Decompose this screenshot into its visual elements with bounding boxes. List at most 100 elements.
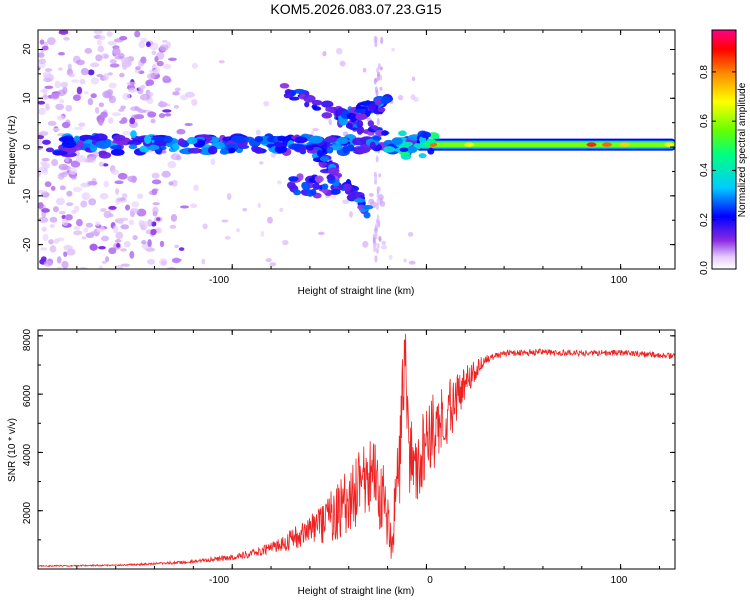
spectral-scatter-blob: [161, 39, 168, 43]
spectral-vertical-streak: [379, 74, 383, 81]
spectral-scatter-blob: [193, 184, 199, 192]
spectral-vertical-streak: [375, 155, 379, 163]
carrier-onset-blob: [399, 150, 411, 156]
ytick-label-top-3: -10: [22, 188, 33, 203]
spectral-branch-blob-0: [284, 89, 293, 95]
spectral-scatter-blob: [41, 208, 50, 213]
spectral-scatter-blob: [259, 161, 264, 165]
spectral-scatter-blob: [131, 175, 137, 184]
spectral-vertical-streak: [376, 192, 380, 198]
spectral-scatter-blob: [75, 154, 86, 163]
carrier-onset-blob: [383, 146, 396, 153]
ytick-label-top-4: -20: [22, 237, 33, 252]
spectral-scatter-blob: [71, 79, 80, 83]
spectral-scatter-blob: [73, 205, 80, 213]
spectral-scatter-blob: [162, 63, 172, 70]
spectral-scatter-blob: [108, 247, 117, 255]
spectral-scatter-blob: [120, 248, 127, 252]
spectral-scatter-blob: [88, 198, 97, 206]
spectral-scatter-blob: [147, 239, 152, 248]
spectral-scatter-blob: [100, 111, 108, 119]
spectral-band-blob: [254, 146, 264, 154]
spectral-scatter-blob: [98, 35, 106, 41]
spectral-branch-blob-0: [311, 104, 318, 110]
spectral-vertical-streak: [376, 117, 380, 126]
carrier-onset-blob: [426, 138, 436, 144]
spectral-branch-blob-0: [285, 93, 292, 99]
spectral-scatter-blob: [265, 258, 272, 263]
spectral-band-blob: [172, 144, 180, 151]
spectral-scatter-blob: [115, 187, 120, 195]
spectral-scatter-blob: [114, 264, 123, 269]
spectral-scatter-blob: [98, 161, 104, 167]
spectral-scatter-blob: [137, 109, 147, 114]
spectral-scatter-blob: [167, 160, 177, 169]
spectral-scatter-blob: [276, 180, 282, 185]
spectral-scatter-blob: [391, 47, 395, 52]
spectral-scatter-blob: [131, 201, 140, 208]
spectral-branch-blob-0: [367, 131, 375, 136]
spectral-branch-blob-2: [355, 113, 367, 121]
spectral-band-blob: [112, 134, 126, 142]
spectral-scatter-blob: [235, 228, 240, 233]
spectral-scatter-blob: [224, 236, 231, 240]
spectral-scatter-blob: [40, 89, 48, 93]
spectral-band-blob: [369, 141, 376, 150]
spectral-scatter-blob: [141, 240, 147, 245]
spectral-scatter-blob: [147, 219, 153, 227]
xlabel-top: Height of straight line (km): [298, 286, 415, 297]
spectral-scatter-blob: [408, 260, 416, 265]
spectral-scatter-blob: [154, 227, 163, 234]
colorbar: 0.0 0.2 0.4 0.6 0.8 Normalized spectral …: [699, 29, 748, 275]
spectral-scatter-blob: [50, 185, 56, 191]
ytick-label-bottom-0: 2000: [22, 501, 33, 524]
spectral-scatter-blob: [39, 39, 45, 45]
spectral-vertical-streak: [374, 223, 378, 229]
spectral-scatter-blob: [43, 260, 53, 267]
spectral-scatter-blob: [255, 129, 261, 136]
spectral-band-blob: [110, 145, 123, 150]
spectral-scatter-blob: [49, 216, 58, 223]
spectral-scatter-blob: [173, 104, 179, 109]
spectral-scatter-blob: [55, 103, 65, 111]
spectral-scatter-blob: [191, 62, 198, 69]
ylabel-top: Frequency (Hz): [7, 116, 18, 185]
spectral-scatter-blob: [61, 121, 71, 129]
spectral-band-blob: [294, 136, 308, 144]
spectral-vertical-streak: [374, 255, 378, 263]
spectral-scatter-blob: [368, 193, 374, 197]
axis-ticks-bottom: [37, 330, 675, 570]
chart-title: KOM5.2026.083.07.23.G15: [270, 1, 441, 17]
spectral-scatter-blob: [242, 207, 248, 212]
spectral-vertical-streak: [374, 232, 378, 240]
spectral-scatter-blob: [88, 181, 98, 186]
spectral-branch-blob-0: [356, 126, 365, 134]
spectral-scatter-blob: [40, 256, 47, 262]
spectral-branch-blob-2: [337, 107, 343, 116]
spectral-scatter-blob: [151, 179, 162, 185]
spectral-band-blob: [110, 148, 125, 156]
spectral-scatter-blob: [150, 118, 156, 124]
spectral-scatter-blob: [63, 244, 73, 251]
spectral-scatter-blob: [118, 108, 125, 112]
spectral-scatter-blob: [312, 128, 320, 132]
spectral-scatter-blob: [129, 250, 135, 259]
spectral-scatter-blob: [83, 158, 94, 163]
spectral-band-blob: [308, 135, 324, 144]
spectral-scatter-blob: [381, 240, 387, 246]
spectral-scatter-blob: [76, 86, 83, 95]
spectral-band-blob: [127, 140, 142, 146]
spectral-scatter-blob: [96, 39, 102, 46]
spectrogram-marks: [38, 30, 675, 269]
spectral-branch-blob-0: [356, 119, 364, 128]
spectral-scatter-blob: [73, 230, 83, 236]
plot-area-bottom: [38, 330, 675, 569]
spectral-vertical-streak: [378, 173, 382, 178]
spectral-branch-blob-0: [293, 88, 306, 94]
spectral-scatter-blob: [146, 79, 155, 86]
spectral-scatter-blob: [170, 153, 181, 161]
spectral-scatter-blob: [44, 181, 52, 188]
spectral-scatter-blob: [102, 163, 109, 167]
spectral-scatter-blob: [80, 200, 88, 208]
